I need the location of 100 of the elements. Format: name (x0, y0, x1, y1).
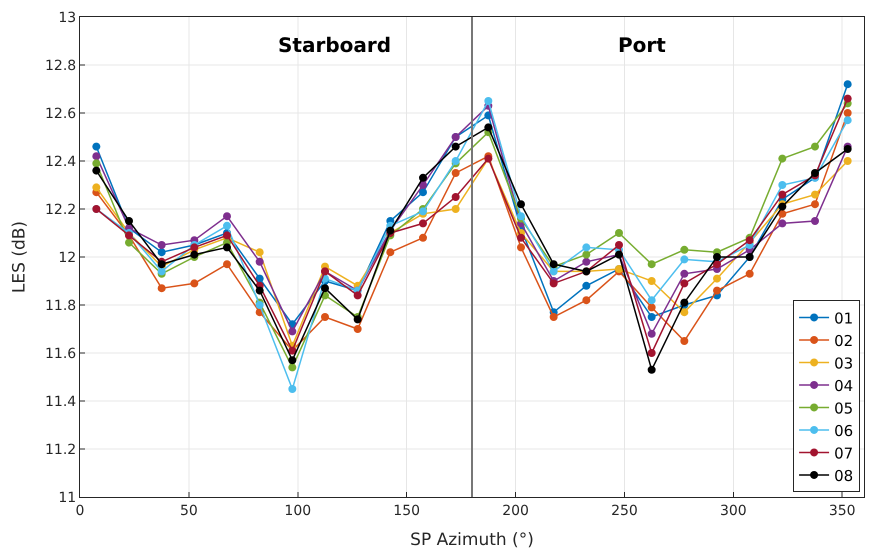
point (158, 284, 166, 292)
y-axis-title: LES (dB) (10, 220, 30, 294)
point (746, 236, 754, 244)
point (844, 94, 852, 103)
point (321, 284, 329, 292)
y-tick-label: 11.4 (45, 394, 76, 410)
point (713, 260, 721, 268)
y-tick-label: 12.6 (45, 106, 76, 122)
point (811, 200, 819, 208)
point (158, 241, 166, 249)
point (452, 193, 460, 201)
point (288, 327, 296, 336)
point (680, 246, 688, 254)
point (354, 291, 362, 300)
point (844, 145, 852, 153)
point (158, 260, 166, 268)
x-tick-label: 350 (828, 502, 856, 519)
point (648, 313, 656, 321)
point (844, 80, 852, 88)
point (92, 183, 100, 192)
y-tick-label: 12.4 (45, 154, 76, 170)
point (288, 363, 296, 372)
point (713, 274, 721, 283)
point (582, 243, 590, 252)
point (648, 296, 656, 304)
legend-label: 03 (834, 354, 854, 372)
x-tick-label: 200 (502, 502, 529, 519)
point (844, 157, 852, 165)
x-axis-title: SP Azimuth (°) (410, 530, 534, 550)
point (354, 315, 362, 324)
point (680, 255, 688, 264)
point (746, 270, 754, 278)
point (648, 366, 656, 374)
y-tick-label: 11 (58, 490, 76, 506)
point (256, 274, 264, 283)
point (419, 234, 427, 242)
legend-label: 01 (834, 309, 854, 328)
y-tick-label: 13 (58, 10, 76, 26)
point (419, 181, 427, 189)
point (844, 116, 852, 124)
annotation: Starboard (278, 33, 392, 57)
point (223, 222, 231, 230)
point (811, 217, 819, 225)
point (190, 279, 198, 288)
x-tick-label: 100 (284, 502, 312, 519)
legend-label: 08 (834, 466, 854, 485)
point (680, 279, 688, 288)
point (648, 330, 656, 338)
point (190, 250, 198, 259)
legend-label: 02 (834, 332, 854, 350)
y-tick-label: 11.2 (45, 442, 76, 458)
point (452, 142, 460, 151)
point (125, 217, 133, 225)
point (125, 238, 133, 247)
point (811, 190, 819, 199)
point (452, 205, 460, 213)
point (92, 159, 100, 168)
y-tick-label: 11.6 (45, 346, 76, 362)
point (288, 356, 296, 364)
legend-label: 04 (834, 376, 854, 395)
point (223, 260, 231, 268)
point (158, 248, 166, 256)
point (648, 260, 656, 268)
point (550, 260, 558, 268)
legend-label: 05 (834, 399, 854, 418)
x-tick-label: 0 (76, 502, 84, 519)
point (256, 301, 264, 309)
point (484, 97, 492, 105)
point (256, 248, 264, 256)
point (190, 243, 198, 252)
point (778, 181, 786, 189)
point (582, 296, 590, 304)
point (517, 234, 525, 242)
point (680, 270, 688, 278)
x-tick-label: 250 (611, 502, 638, 519)
point (713, 253, 721, 261)
point (288, 385, 296, 393)
y-tick-label: 12.8 (45, 58, 76, 74)
point (223, 212, 231, 220)
point (778, 154, 786, 163)
legend-label: 07 (834, 444, 854, 462)
point (517, 200, 525, 208)
point (484, 123, 492, 132)
point (517, 243, 525, 252)
point (256, 258, 264, 266)
x-tick-label: 50 (180, 502, 198, 519)
annotation: Port (618, 33, 666, 57)
point (419, 174, 427, 182)
point (582, 250, 590, 259)
point (256, 286, 264, 295)
point (321, 313, 329, 321)
x-tick-label: 300 (720, 502, 747, 519)
point (615, 229, 623, 237)
point (452, 169, 460, 177)
point (354, 325, 362, 333)
point (92, 142, 100, 151)
point (419, 207, 427, 216)
point (648, 303, 656, 312)
point (680, 337, 688, 345)
point (92, 166, 100, 175)
